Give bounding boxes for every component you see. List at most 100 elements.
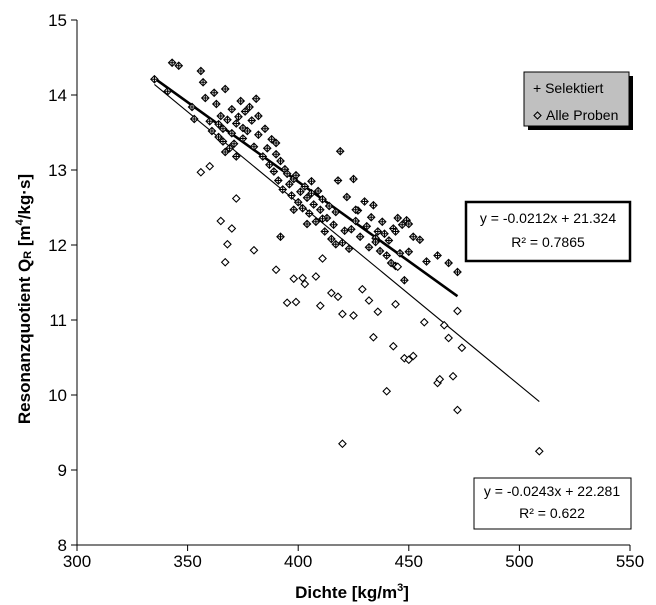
point-selektiert xyxy=(200,93,210,103)
point-selektiert xyxy=(404,247,414,257)
point-alle-proben xyxy=(408,351,418,361)
point-selektiert xyxy=(251,94,261,104)
point-selektiert xyxy=(351,216,361,226)
y-tick-label: 8 xyxy=(58,536,67,555)
point-selektiert xyxy=(254,111,263,121)
point-alle-proben xyxy=(196,167,206,177)
point-selektiert xyxy=(415,235,425,245)
point-selektiert xyxy=(245,102,254,112)
point-selektiert xyxy=(399,275,409,285)
point-selektiert xyxy=(331,207,341,217)
y-tick-label: 11 xyxy=(49,311,67,330)
point-selektiert xyxy=(220,147,230,157)
point-alle-proben xyxy=(282,298,292,308)
point-selektiert xyxy=(342,192,352,202)
point-alle-proben xyxy=(227,224,237,233)
y-tick-label: 9 xyxy=(58,461,67,480)
point-selektiert xyxy=(391,227,400,236)
y-tick-label: 10 xyxy=(48,386,67,405)
y-axis-title-unit: [m xyxy=(15,225,34,251)
point-selektiert xyxy=(371,237,380,247)
point-selektiert xyxy=(302,219,312,229)
point-alle-proben xyxy=(393,262,403,272)
r2-selektiert: R² = 0.7865 xyxy=(511,234,585,250)
y-axis-title: Resonanzquotient QR [m4/kg·s] xyxy=(14,174,34,424)
point-selektiert xyxy=(262,143,272,153)
point-selektiert xyxy=(187,102,197,112)
point-selektiert xyxy=(355,232,365,242)
point-selektiert xyxy=(289,205,299,215)
point-selektiert xyxy=(207,126,217,136)
point-selektiert xyxy=(408,232,418,242)
point-selektiert xyxy=(216,111,226,121)
point-selektiert xyxy=(247,116,257,125)
legend-plus-symbol: + xyxy=(533,80,545,96)
point-selektiert xyxy=(163,86,173,96)
point-selektiert xyxy=(242,126,252,136)
point-selektiert xyxy=(189,114,199,124)
point-selektiert xyxy=(349,174,358,184)
point-selektiert xyxy=(196,66,206,76)
point-selektiert xyxy=(231,152,241,161)
point-selektiert xyxy=(214,119,223,129)
point-selektiert xyxy=(240,107,250,116)
x-axis-title-text: Dichte [kg/m xyxy=(295,583,397,602)
y-tick-label: 15 xyxy=(48,11,67,30)
point-selektiert xyxy=(346,224,356,234)
y-axis-title-text: Resonanzquotient Q xyxy=(15,259,34,424)
point-selektiert xyxy=(218,137,228,146)
point-selektiert xyxy=(375,246,385,256)
point-selektiert xyxy=(276,232,285,242)
point-selektiert xyxy=(369,200,378,210)
y-tick-label: 14 xyxy=(48,86,67,105)
point-selektiert xyxy=(307,176,316,186)
equation-box-alle-proben-frame xyxy=(473,477,632,530)
equation-box-selektiert: y = -0.0212x + 21.324 R² = 0.7865 xyxy=(464,200,632,263)
point-selektiert xyxy=(318,214,327,224)
point-selektiert xyxy=(300,182,310,191)
point-selektiert xyxy=(276,156,285,166)
point-selektiert xyxy=(373,227,383,236)
point-selektiert xyxy=(238,134,248,143)
point-alle-proben xyxy=(373,307,383,317)
point-alle-proben xyxy=(205,161,215,171)
point-alle-proben xyxy=(391,299,400,309)
y-axis-title-subscript: R xyxy=(22,251,34,259)
point-selektiert xyxy=(393,213,403,223)
y-axis-title-unit-end: /kg·s] xyxy=(15,174,34,219)
point-selektiert xyxy=(227,128,237,138)
point-alle-proben xyxy=(291,297,301,307)
point-selektiert xyxy=(198,77,208,87)
point-selektiert xyxy=(397,220,407,230)
x-tick-label: 350 xyxy=(173,552,201,571)
point-selektiert xyxy=(150,74,159,84)
point-selektiert xyxy=(236,96,246,106)
point-selektiert xyxy=(167,58,177,68)
point-alle-proben xyxy=(271,265,281,275)
point-selektiert xyxy=(302,193,312,203)
equation-alle-proben: y = -0.0243x + 22.281 xyxy=(484,483,620,499)
x-tick-label: 450 xyxy=(395,552,423,571)
point-selektiert xyxy=(422,257,431,266)
point-alle-proben xyxy=(333,292,343,302)
x-tick-label: 500 xyxy=(505,552,533,571)
point-selektiert xyxy=(282,169,292,179)
point-alle-proben xyxy=(216,216,226,226)
point-alle-proben xyxy=(388,341,398,351)
point-selektiert xyxy=(395,248,405,258)
point-selektiert xyxy=(340,226,350,236)
point-selektiert xyxy=(453,267,462,277)
point-selektiert xyxy=(273,176,283,185)
point-selektiert xyxy=(298,203,308,213)
legend: + Selektiert Alle Proben xyxy=(523,71,633,130)
legend-diamond-symbol xyxy=(533,111,542,120)
point-alle-proben xyxy=(338,309,347,319)
point-alle-proben xyxy=(289,274,299,284)
legend-label-selektiert: Selektiert xyxy=(545,80,603,96)
point-selektiert xyxy=(271,138,281,148)
point-alle-proben xyxy=(444,333,453,343)
point-selektiert xyxy=(377,217,387,227)
point-selektiert xyxy=(311,217,321,227)
point-selektiert xyxy=(265,160,274,170)
